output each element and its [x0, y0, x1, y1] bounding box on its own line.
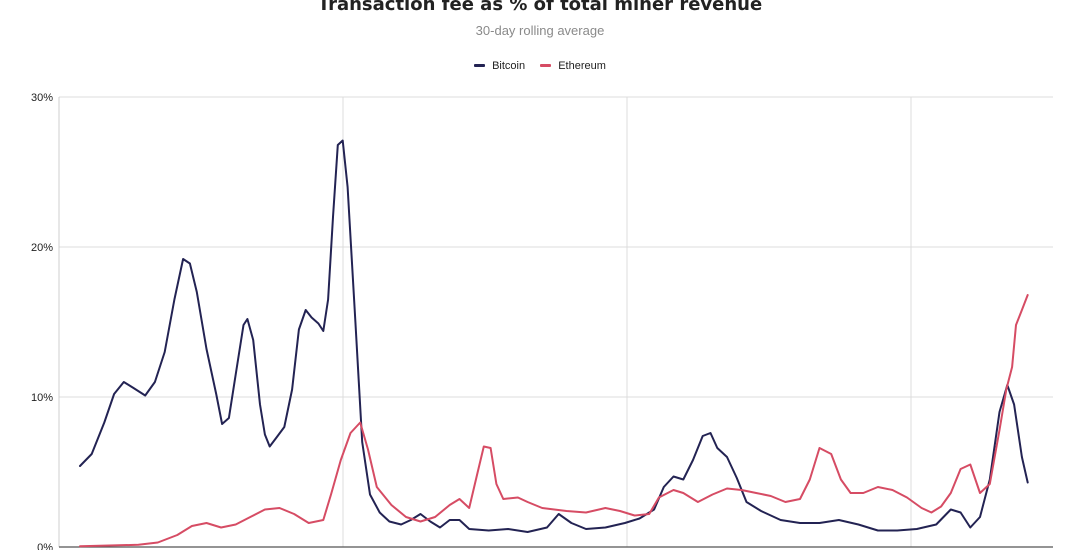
- legend-label-bitcoin: Bitcoin: [492, 59, 526, 72]
- horizontal-gridlines: [59, 96, 1053, 398]
- legend: Bitcoin Ethereum: [0, 58, 1080, 72]
- vertical-gridlines: [342, 97, 912, 547]
- legend-swatch-bitcoin: [474, 64, 486, 67]
- legend-item-bitcoin[interactable]: Bitcoin: [474, 60, 525, 72]
- series-lines: [79, 139, 1029, 548]
- y-tick-label: 0%: [37, 542, 53, 550]
- legend-item-ethereum[interactable]: Ethereum: [540, 60, 606, 72]
- series-line-ethereum: [79, 294, 1029, 548]
- legend-label-ethereum: Ethereum: [558, 59, 606, 72]
- series-line-bitcoin: [79, 139, 1029, 533]
- y-tick-label: 30%: [31, 92, 53, 104]
- chart-title: Transaction fee as % of total miner reve…: [317, 0, 763, 15]
- y-tick-label: 20%: [31, 242, 53, 254]
- y-tick-labels: 0% 10% 20% 30%: [31, 92, 53, 550]
- legend-swatch-ethereum: [540, 64, 552, 67]
- y-tick-label: 10%: [31, 392, 53, 404]
- chart-subtitle: 30-day rolling average: [475, 23, 605, 38]
